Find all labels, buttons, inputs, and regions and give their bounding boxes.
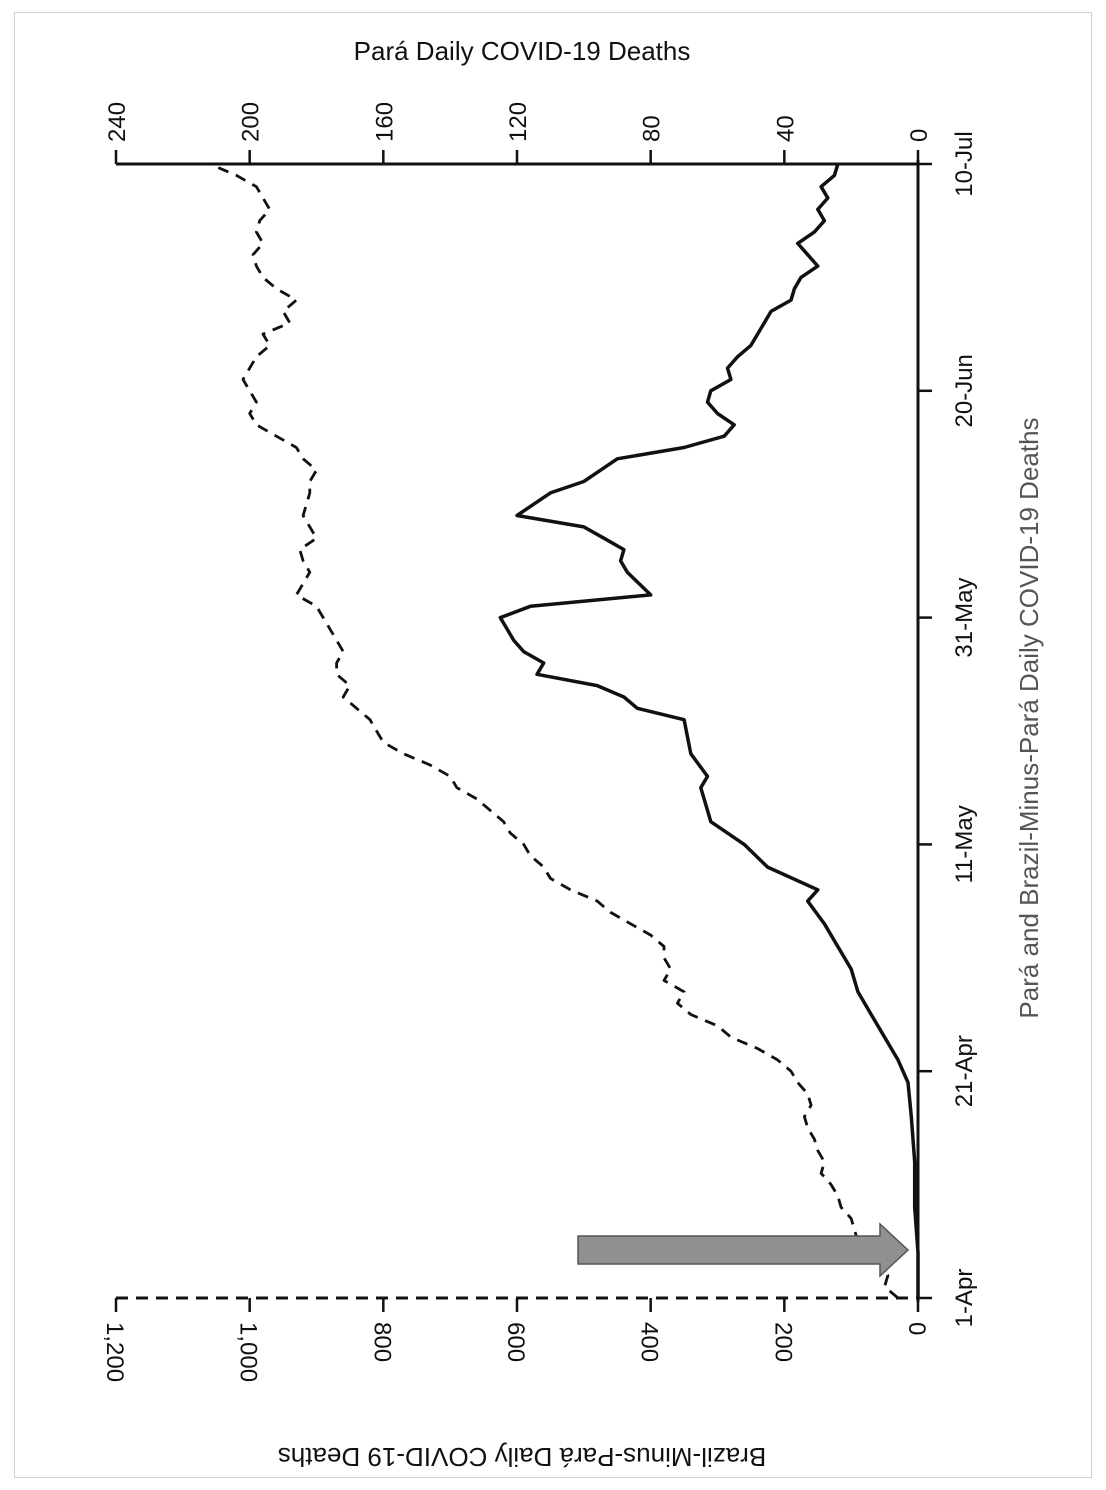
axes-group: [116, 160, 920, 1302]
right-axis-tick-label: 0: [903, 1322, 930, 1335]
left-axis-title: Pará Daily COVID-19 Deaths: [354, 36, 691, 66]
figure-frame: [14, 12, 1092, 1478]
left-axis-tick-label: 80: [639, 115, 666, 142]
right-axis-tick-label: 1,000: [235, 1322, 262, 1382]
right-axis-tick-label: 200: [769, 1322, 796, 1362]
series-group: [209, 162, 920, 1300]
right-axis-tick-label: 800: [368, 1322, 395, 1362]
ticks-group: 0 40 80 120 160 200 240 0 200 400 600 800 1,000 1,200…: [101, 102, 978, 1382]
left-axis-tick-label: 120: [505, 102, 532, 142]
right-axis-tick-label: 600: [502, 1322, 529, 1362]
date-tick-label: 11-May: [951, 805, 978, 883]
x-axis-title: Pará and Brazil-Minus-Pará Daily COVID-1…: [1014, 417, 1044, 1018]
brazil-minus-para-series-line: [209, 162, 899, 1300]
right-axis-tick-label: 1,200: [101, 1322, 128, 1382]
date-tick-label: 21-Apr: [951, 1035, 978, 1107]
date-tick-label: 20-Jun: [951, 354, 978, 427]
left-axis-tick-label: 240: [104, 102, 131, 142]
right-axis-tick-label: 400: [636, 1322, 663, 1362]
left-axis-tick-label: 0: [906, 129, 933, 142]
annotation-arrow: [577, 1222, 910, 1278]
para-series-line: [498, 163, 920, 1298]
date-tick-label: 10-Jul: [951, 131, 978, 196]
date-tick-label: 31-May: [951, 578, 978, 658]
left-axis-tick-label: 40: [772, 115, 799, 142]
left-axis-tick-label: 200: [238, 102, 265, 142]
left-axis-tick-label: 160: [371, 102, 398, 142]
right-axis-title: Brazil-Minus-Pará Daily COVID-19 Deaths: [278, 1442, 766, 1472]
date-tick-label: 1-Apr: [951, 1269, 978, 1328]
